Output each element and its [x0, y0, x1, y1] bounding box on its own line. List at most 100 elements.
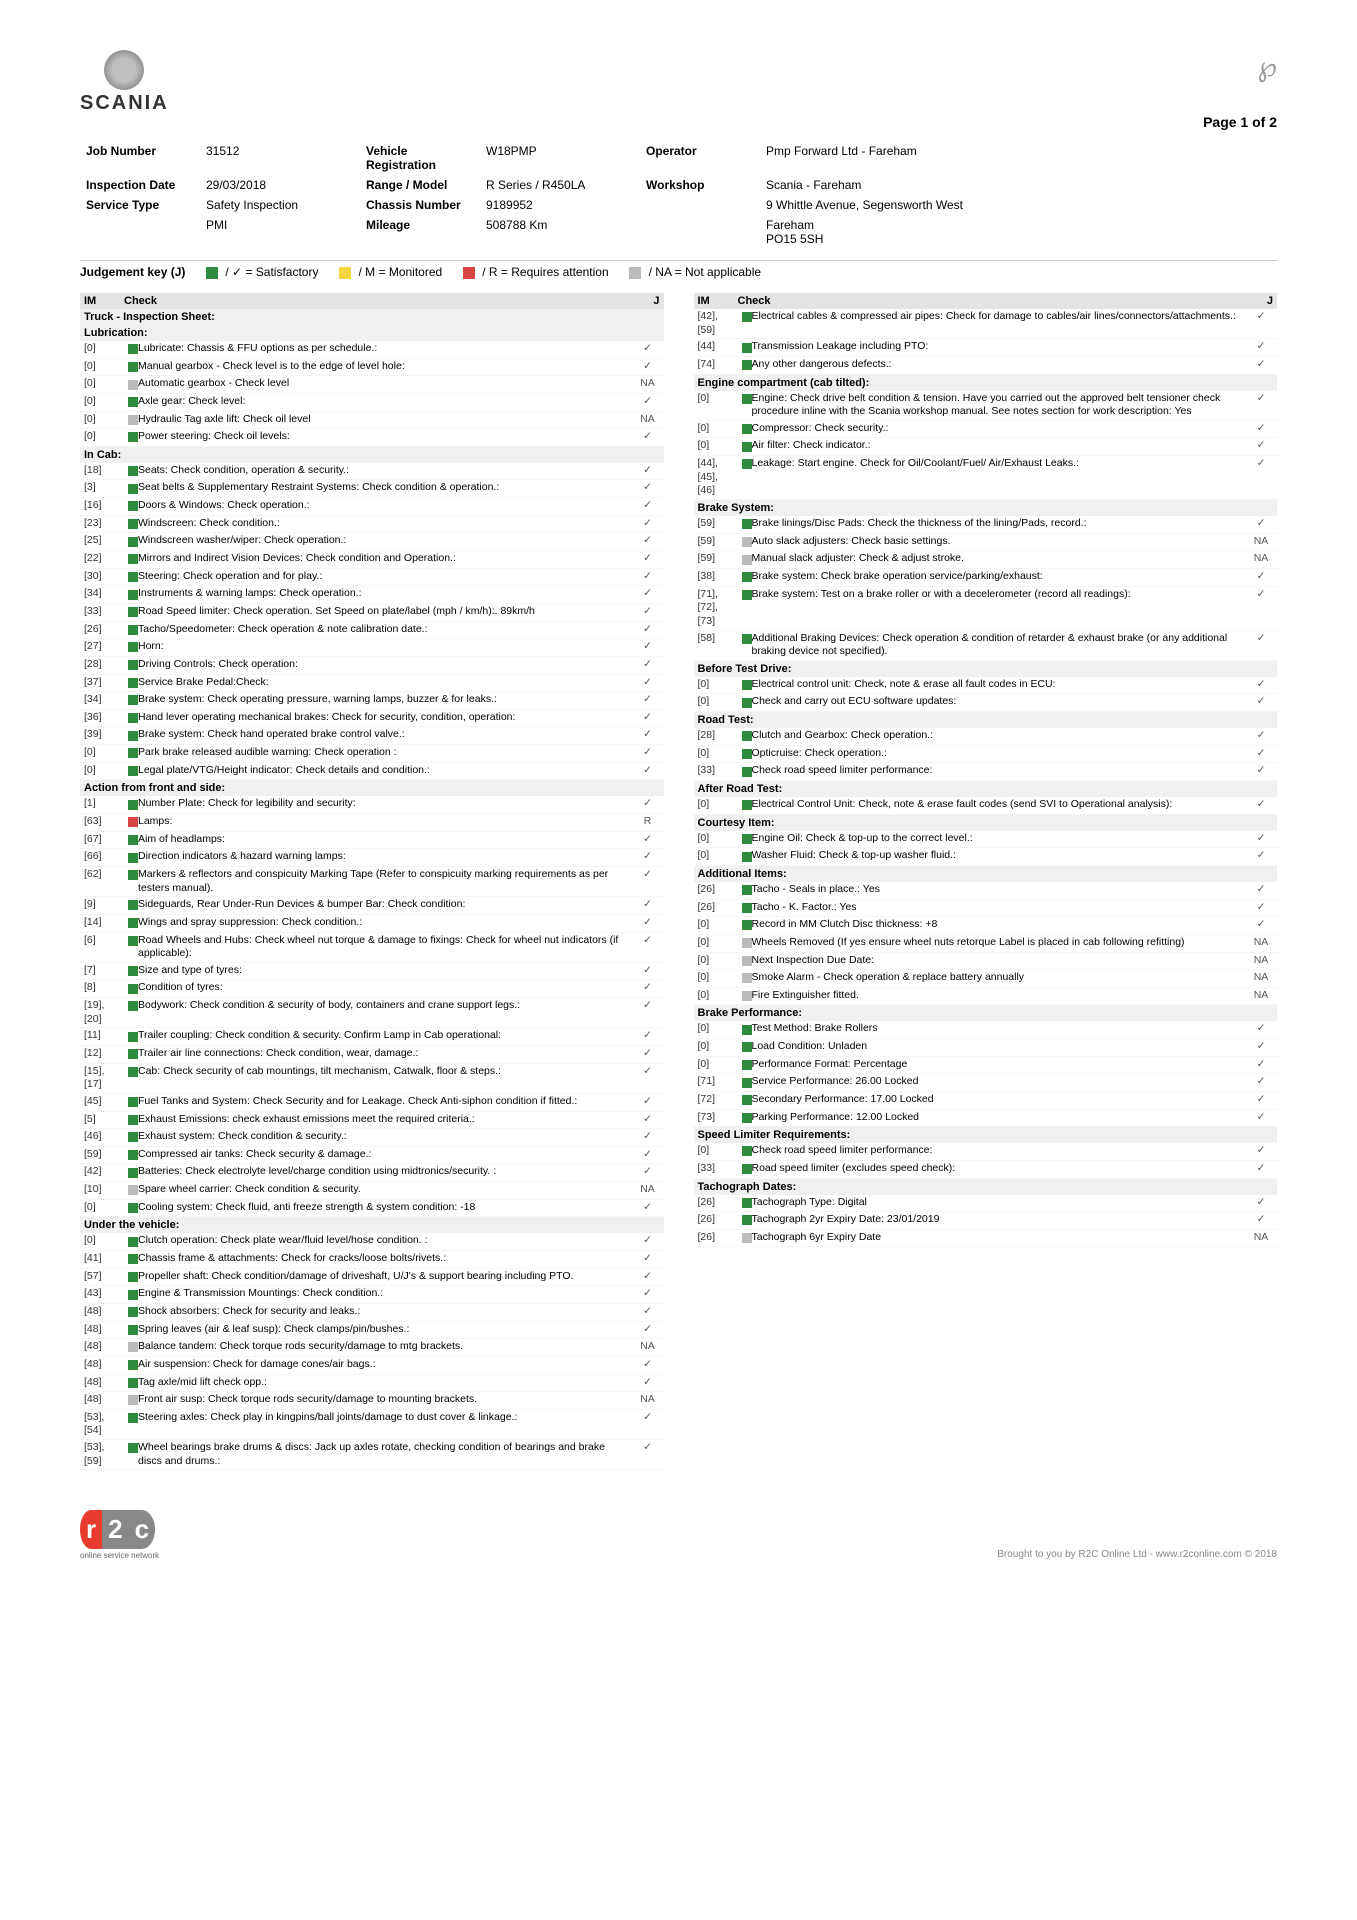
item-judgement: NA — [1249, 552, 1273, 566]
service-type-label: Service Type — [82, 196, 200, 214]
item-description: Tachograph 6yr Expiry Date — [752, 1231, 1250, 1245]
status-box-icon — [128, 519, 138, 529]
item-status-box — [738, 695, 752, 710]
status-box-icon — [742, 459, 752, 469]
item-im-code: [53], [54] — [84, 1411, 124, 1438]
item-judgement: ✓ — [636, 1113, 660, 1127]
item-judgement: ✓ — [1249, 422, 1273, 436]
status-box-icon — [128, 1237, 138, 1247]
subsection-header: Additional Items: — [694, 866, 1278, 882]
item-im-code: [33] — [698, 764, 738, 778]
checklist-item: [63]Lamps:R — [80, 814, 664, 832]
checklist-item: [59]Brake linings/Disc Pads: Check the t… — [694, 516, 1278, 534]
item-im-code: [36] — [84, 711, 124, 725]
item-description: Brake system: Check brake operation serv… — [752, 570, 1250, 584]
item-judgement: ✓ — [636, 916, 660, 930]
item-description: Lamps: — [138, 815, 636, 829]
item-status-box — [124, 552, 138, 567]
status-box-icon — [128, 713, 138, 723]
item-status-box — [738, 1075, 752, 1090]
hdr-j: J — [1243, 295, 1273, 307]
item-im-code: [26] — [698, 883, 738, 897]
item-status-box — [738, 588, 752, 603]
item-description: Check and carry out ECU software updates… — [752, 695, 1250, 709]
item-im-code: [22] — [84, 552, 124, 566]
item-description: Performance Format: Percentage — [752, 1058, 1250, 1072]
checklist-item: [48]Shock absorbers: Check for security … — [80, 1304, 664, 1322]
item-description: Engine Oil: Check & top-up to the correc… — [752, 832, 1250, 846]
item-judgement: ✓ — [636, 999, 660, 1013]
item-judgement: NA — [1249, 954, 1273, 968]
checklist-item: [26]Tachograph 6yr Expiry DateNA — [694, 1230, 1278, 1248]
item-status-box — [124, 658, 138, 673]
checklist-item: [57]Propeller shaft: Check condition/dam… — [80, 1269, 664, 1287]
item-judgement: ✓ — [636, 746, 660, 760]
status-box-icon — [128, 642, 138, 652]
item-status-box — [124, 1270, 138, 1285]
item-status-box — [738, 1231, 752, 1246]
checklist-item: [42]Batteries: Check electrolyte level/c… — [80, 1164, 664, 1182]
item-im-code: [0] — [698, 954, 738, 968]
checklist-item: [0]Performance Format: Percentage✓ — [694, 1057, 1278, 1075]
item-judgement: ✓ — [1249, 901, 1273, 915]
status-box-icon — [742, 1042, 752, 1052]
checklist-item: [27]Horn:✓ — [80, 639, 664, 657]
item-im-code: [0] — [698, 918, 738, 932]
item-status-box — [124, 1047, 138, 1062]
item-im-code: [44], [45], [46] — [698, 457, 738, 498]
judgement-label: Judgement key (J) — [80, 265, 185, 279]
item-status-box — [738, 310, 752, 325]
item-im-code: [0] — [84, 430, 124, 444]
item-im-code: [67] — [84, 833, 124, 847]
checklist-item: [0]Electrical Control Unit: Check, note … — [694, 797, 1278, 815]
checklist-item: [73]Parking Performance: 12.00 Locked✓ — [694, 1110, 1278, 1128]
item-im-code: [16] — [84, 499, 124, 513]
checklist-item: [0]Clutch operation: Check plate wear/fl… — [80, 1233, 664, 1251]
status-box-icon — [128, 1342, 138, 1352]
item-description: Leakage: Start engine. Check for Oil/Coo… — [752, 457, 1250, 471]
item-description: Instruments & warning lamps: Check opera… — [138, 587, 636, 601]
checklist-item: [0]Air filter: Check indicator.:✓ — [694, 438, 1278, 456]
status-box-icon — [742, 1215, 752, 1225]
status-box-icon — [128, 1097, 138, 1107]
item-status-box — [124, 605, 138, 620]
item-judgement: ✓ — [636, 534, 660, 548]
item-description: Size and type of tyres: — [138, 964, 636, 978]
item-im-code: [33] — [698, 1162, 738, 1176]
item-status-box — [124, 395, 138, 410]
item-description: Fuel Tanks and System: Check Security an… — [138, 1095, 636, 1109]
hdr-im: IM — [84, 295, 124, 307]
footer-credit: Brought to you by R2C Online Ltd - www.r… — [997, 1549, 1277, 1560]
checklist-item: [44], [45], [46] Leakage: Start engine. C… — [694, 456, 1278, 500]
item-judgement: ✓ — [1249, 1111, 1273, 1125]
item-im-code: [71], [72], [73] — [698, 588, 738, 629]
item-im-code: [27] — [84, 640, 124, 654]
range: R Series / R450LA — [482, 176, 640, 194]
item-judgement: ✓ — [1249, 1022, 1273, 1036]
item-description: Tacho - K. Factor.: Yes — [752, 901, 1250, 915]
right-col-header: IM Check J — [694, 293, 1278, 309]
checklist-item: [45]Fuel Tanks and System: Check Securit… — [80, 1094, 664, 1112]
item-status-box — [124, 623, 138, 638]
yellow-box-icon — [339, 267, 351, 279]
item-description: Parking Performance: 12.00 Locked — [752, 1111, 1250, 1125]
item-judgement: NA — [1249, 936, 1273, 950]
status-box-icon — [128, 607, 138, 617]
item-im-code: [18] — [84, 464, 124, 478]
item-im-code: [59] — [84, 1148, 124, 1162]
item-description: Number Plate: Check for legibility and s… — [138, 797, 636, 811]
checklist-item: [26]Tachograph 2yr Expiry Date: 23/01/20… — [694, 1212, 1278, 1230]
item-description: Manual slack adjuster: Check & adjust st… — [752, 552, 1250, 566]
checklist-item: [26]Tacho - K. Factor.: Yes✓ — [694, 900, 1278, 918]
page-footer: r2c online service network Brought to yo… — [80, 1510, 1277, 1560]
item-description: Load Condition: Unladen — [752, 1040, 1250, 1054]
item-judgement: ✓ — [1249, 1093, 1273, 1107]
item-status-box — [124, 916, 138, 931]
status-box-icon — [128, 362, 138, 372]
item-judgement: ✓ — [1249, 632, 1273, 646]
checklist-item: [46]Exhaust system: Check condition & se… — [80, 1129, 664, 1147]
item-im-code: [62] — [84, 868, 124, 882]
status-box-icon — [742, 572, 752, 582]
item-im-code: [0] — [698, 1040, 738, 1054]
item-status-box — [124, 797, 138, 812]
